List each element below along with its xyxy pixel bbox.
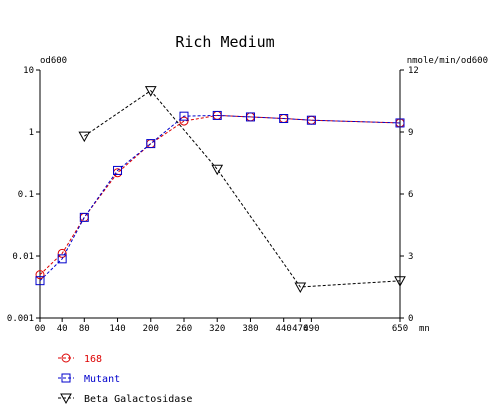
y-right-tick-label: 12 xyxy=(408,66,419,76)
chart-title: Rich Medium xyxy=(175,33,274,51)
x-tick-label: 80 xyxy=(79,324,90,334)
x-tick-label: 490 xyxy=(303,324,319,334)
data-point xyxy=(57,254,67,264)
x-tick-label: 200 xyxy=(143,324,159,334)
y-left-tick-label: 10 xyxy=(23,66,34,76)
y-right-tick-label: 0 xyxy=(408,314,413,324)
data-point xyxy=(179,116,189,126)
data-point xyxy=(306,115,316,125)
y-left-tick-label: 1 xyxy=(29,128,34,138)
x-tick-label: 470 xyxy=(292,324,308,334)
plot-area: 0.001 0.01 0.1 1 10 0 3 6 9 12 00 40 80 140 200 260 320 3… xyxy=(7,66,419,334)
x-tick-label: 260 xyxy=(176,324,192,334)
data-point xyxy=(146,139,156,149)
legend-marker xyxy=(60,393,72,405)
legend-marker xyxy=(61,353,71,363)
x-tick-label: 40 xyxy=(57,324,68,334)
series-line-1 xyxy=(39,114,401,282)
data-point xyxy=(78,131,91,143)
data-point xyxy=(113,165,123,175)
x-tick-label: 380 xyxy=(242,324,258,334)
y-left-tick-label: 0.01 xyxy=(12,252,34,262)
y-right-axis-label: nmole/min/od600 xyxy=(407,56,488,66)
y-right-tick-label: 9 xyxy=(408,128,413,138)
x-tick-label: 440 xyxy=(276,324,292,334)
legend-marker xyxy=(61,373,71,383)
data-point xyxy=(35,270,45,280)
legend-label: 168 xyxy=(84,354,102,365)
data-point xyxy=(79,212,89,222)
data-point xyxy=(57,248,67,258)
x-axis-label: mn xyxy=(419,324,430,334)
data-point xyxy=(179,111,189,121)
y-right-tick-label: 3 xyxy=(408,252,413,262)
data-point xyxy=(394,276,406,287)
series-line-2 xyxy=(84,89,401,288)
x-tick-label: 650 xyxy=(392,324,408,334)
x-tick-label: 00 xyxy=(35,324,46,334)
x-tick-label: 140 xyxy=(109,324,125,334)
y-left-tick-label: 0.1 xyxy=(18,190,34,200)
data-point xyxy=(211,164,224,176)
data-point xyxy=(294,282,307,294)
data-point xyxy=(144,86,157,97)
data-point xyxy=(212,110,222,120)
data-point xyxy=(79,212,89,222)
data-point xyxy=(245,112,255,122)
y-right-tick-label: 6 xyxy=(408,190,413,200)
x-tick-label: 320 xyxy=(209,324,225,334)
y-left-axis-label: od600 xyxy=(40,56,67,66)
y-left-tick-label: 0.001 xyxy=(7,314,34,324)
data-point xyxy=(395,118,405,128)
legend: 168 Mutant Beta Galactosidase xyxy=(58,353,192,405)
legend-label: Mutant xyxy=(84,374,120,385)
data-point xyxy=(35,276,45,286)
series-line-0 xyxy=(39,114,401,276)
legend-label: Beta Galactosidase xyxy=(84,394,192,405)
data-point xyxy=(279,114,289,124)
